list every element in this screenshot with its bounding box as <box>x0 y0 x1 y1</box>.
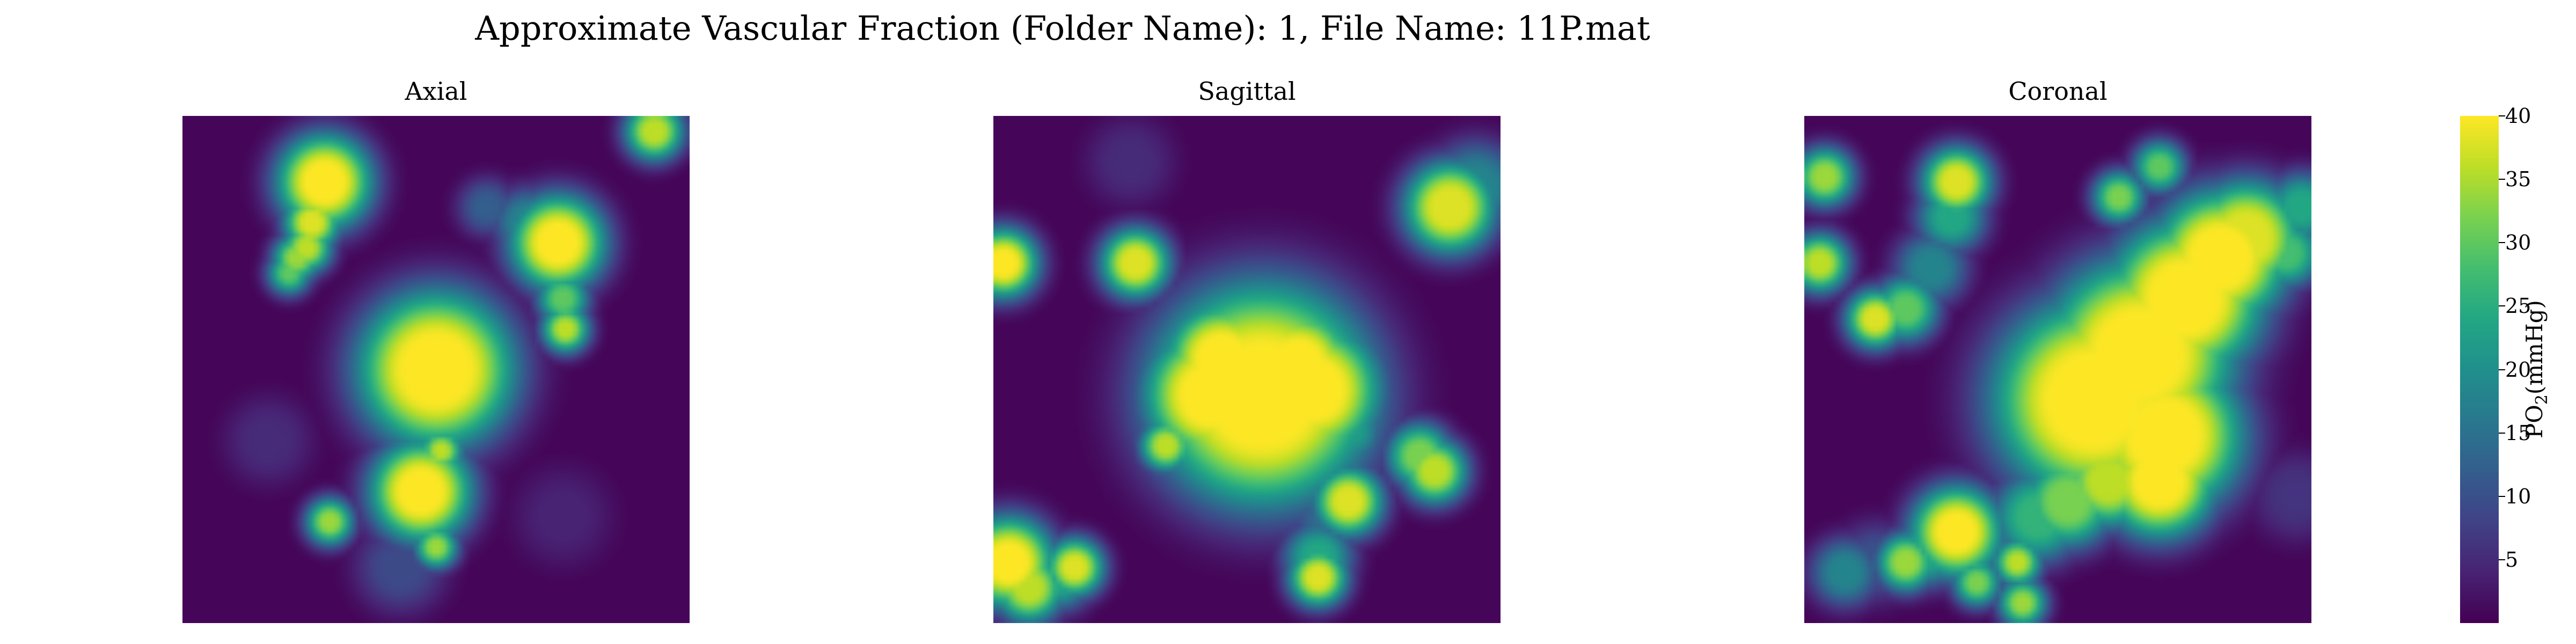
colorbar-tick-label: 30 <box>2505 231 2531 255</box>
figure-title: Approximate Vascular Fraction (Folder Na… <box>475 9 1650 48</box>
colorbar <box>2460 116 2499 623</box>
colorbar-tick-mark <box>2499 242 2505 244</box>
sagittal-panel-title: Sagittal <box>1198 77 1296 106</box>
coronal-heatmap <box>1804 116 2311 623</box>
colorbar-tick-label: 25 <box>2505 294 2531 318</box>
axial-panel-title: Axial <box>405 77 467 106</box>
colorbar-tick-mark <box>2499 369 2505 370</box>
colorbar-tick-label: 35 <box>2505 167 2531 192</box>
colorbar-tick-label: 5 <box>2505 547 2519 572</box>
colorbar-tick-label: 15 <box>2505 421 2531 445</box>
colorbar-tick-mark <box>2499 179 2505 180</box>
colorbar-tick-label: 10 <box>2505 484 2531 508</box>
sagittal-heatmap <box>993 116 1501 623</box>
colorbar-tick-label: 40 <box>2505 104 2531 128</box>
colorbar-tick-mark <box>2499 305 2505 307</box>
colorbar-tick-mark <box>2499 115 2505 116</box>
colorbar-tick-label: 20 <box>2505 357 2531 382</box>
coronal-panel-title: Coronal <box>2008 77 2107 106</box>
colorbar-tick-mark <box>2499 495 2505 497</box>
colorbar-tick-mark <box>2499 559 2505 560</box>
colorbar-label: PO2(mmHg) <box>2521 300 2552 438</box>
colorbar-tick-mark <box>2499 432 2505 434</box>
axial-heatmap <box>182 116 690 623</box>
